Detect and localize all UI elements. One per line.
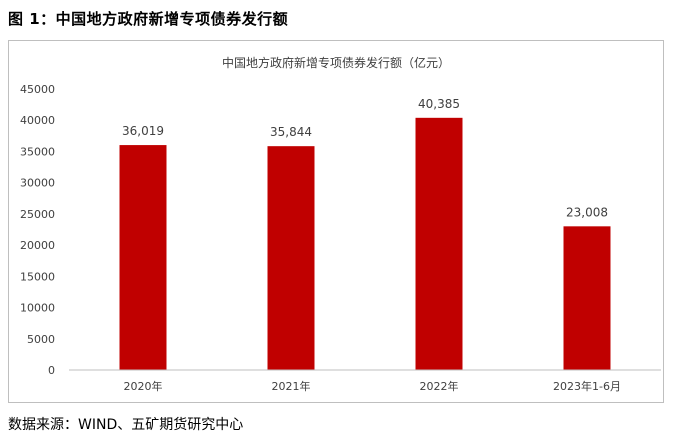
y-tick-label: 40000 (20, 114, 55, 127)
bar-value-label: 23,008 (566, 205, 608, 219)
y-tick-label: 20000 (20, 239, 55, 252)
y-tick-label: 25000 (20, 208, 55, 221)
bars: 36,019 35,844 40,385 23,008 (119, 97, 611, 370)
y-axis: 0 5000 10000 15000 20000 25000 30000 35000 40000… (20, 83, 55, 377)
bar (415, 117, 463, 370)
y-tick-label: 15000 (20, 270, 55, 283)
bar (119, 145, 167, 370)
source-note: 数据来源：WIND、五矿期货研究中心 (8, 417, 244, 433)
x-tick-label: 2022年 (420, 379, 459, 393)
y-tick-label: 35000 (20, 145, 55, 158)
bar (267, 146, 315, 370)
x-tick-label: 2023年1-6月 (553, 379, 621, 393)
y-tick-label: 0 (48, 364, 55, 377)
bar-chart: 中国地方政府新增专项债券发行额（亿元） 0 5000 10000 15000 20000… (20, 55, 661, 393)
y-tick-label: 10000 (20, 302, 55, 315)
x-tick-label: 2020年 (124, 379, 163, 393)
y-tick-label: 30000 (20, 177, 55, 190)
bar-value-label: 40,385 (418, 97, 460, 111)
bar (563, 226, 611, 370)
y-tick-label: 5000 (27, 333, 55, 346)
x-axis: 2020年 2021年 2022年 2023年1-6月 (69, 369, 661, 393)
chart-title: 中国地方政府新增专项债券发行额（亿元） (222, 55, 450, 70)
x-tick-label: 2021年 (272, 379, 311, 393)
bar-value-label: 36,019 (122, 124, 164, 138)
bar-value-label: 35,844 (270, 125, 312, 139)
chart-frame: 中国地方政府新增专项债券发行额（亿元） 0 5000 10000 15000 20000… (8, 40, 664, 403)
figure-caption: 图 1：中国地方政府新增专项债券发行额 (8, 10, 289, 28)
y-tick-label: 45000 (20, 83, 55, 96)
